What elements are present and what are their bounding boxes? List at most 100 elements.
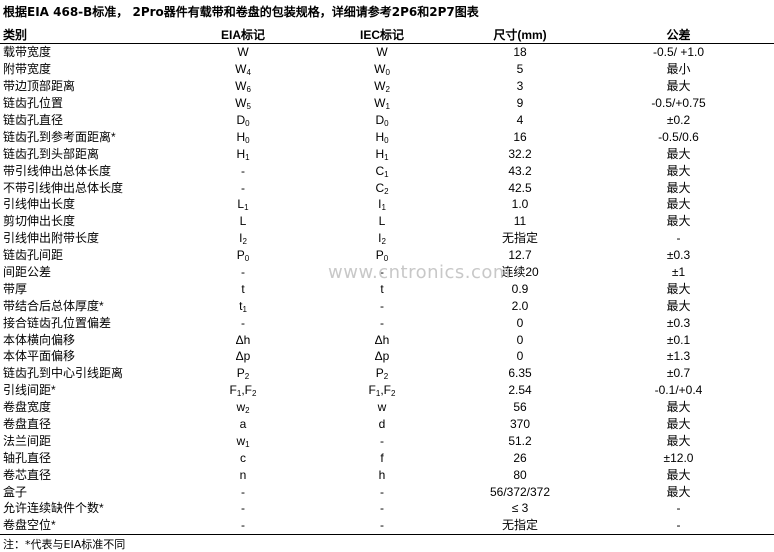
table-cell: 卷盘空位* (0, 516, 179, 535)
table-cell: t (380, 281, 384, 296)
table-cell: 370 (509, 417, 531, 432)
table-cell: 剪切伸出长度 (3, 214, 76, 229)
table-row: 卷盘直径 a d 370 最大 (0, 416, 774, 433)
symbol: W (235, 79, 247, 94)
table-cell: 引线伸出附带长度 (3, 231, 100, 246)
table-row: 带边顶部距离 W6 W2 3 最大 (0, 78, 774, 95)
table-cell: d (378, 417, 386, 432)
table-cell: 1.0 (511, 197, 529, 212)
table-cell: 载带宽度 (3, 45, 52, 60)
table-cell: 11 (513, 214, 527, 229)
table-cell: 链齿孔到头部距离 (3, 146, 100, 161)
subscript: 5 (246, 102, 251, 112)
table-cell: w1 (179, 432, 307, 449)
column-header: EIA标记 (179, 27, 307, 44)
subscript: 1 (245, 152, 250, 162)
table-cell: 26 (513, 450, 527, 465)
table-cell: - (380, 501, 384, 516)
table-cell: 0 (516, 349, 524, 364)
table-row: 带结合后总体厚度* t1 - 2.0 最大 (0, 297, 774, 314)
table-cell: P2 (179, 365, 307, 382)
table-cell: D0 (179, 112, 307, 129)
table-cell: h (378, 467, 386, 482)
table-cell: 最大 (666, 180, 691, 195)
table-cell: Δh (374, 332, 390, 347)
symbol: I (378, 231, 382, 246)
table-cell: L1 (179, 196, 307, 213)
symbol: I (239, 231, 243, 246)
table-cell: W5 (179, 95, 307, 112)
table-cell: P0 (307, 247, 457, 264)
table-cell: 链齿孔直径 (3, 113, 64, 127)
table-cell: Δp (374, 349, 390, 364)
table-cell: 最大 (666, 467, 691, 482)
subscript: 0 (384, 135, 389, 145)
table-cell: 无指定 (457, 516, 583, 535)
table-cell: 带厚 (3, 281, 28, 296)
table-cell: 42.5 (508, 180, 532, 195)
table-cell: H1 (179, 145, 307, 162)
table-cell: 接合链齿孔位置偏差 (3, 315, 112, 330)
symbol: W (374, 79, 386, 94)
symbol: W (374, 96, 386, 111)
table-cell: 链齿孔位置 (3, 96, 64, 111)
table-cell: ±0.7 (666, 366, 691, 381)
table-cell: 最大 (666, 281, 691, 296)
table-cell: 法兰间距 (3, 433, 52, 448)
table-cell: 56 (513, 400, 527, 415)
table-cell: 带结合后总体厚度* (3, 298, 104, 313)
symbol: L (237, 197, 245, 212)
table-cell: - (380, 298, 384, 313)
subscript: 1 (244, 203, 249, 213)
subscript: 1 (242, 304, 247, 314)
symbol: C (375, 180, 385, 195)
table-row: 本体横向偏移 Δh Δh 0 ±0.1 (0, 331, 774, 348)
table-cell: ±0.1 (666, 332, 691, 347)
table-cell: H1 (307, 145, 457, 162)
table-cell: 链齿孔到参考面距离* (3, 129, 116, 144)
symbol: P (236, 248, 245, 263)
subscript: 2 (244, 372, 250, 382)
table-cell: 卷盘直径 (3, 417, 52, 432)
subscript: 2 (385, 85, 390, 95)
table-cell: W (237, 45, 249, 60)
table-row: 链齿孔到参考面距离* H0 H0 16 -0.5/0.6 (0, 128, 774, 145)
subscript: 0 (245, 135, 250, 145)
table-cell: t1 (179, 297, 307, 314)
table-cell: 3 (516, 79, 524, 94)
table-cell: 链齿孔间距 (3, 248, 64, 263)
subscript: 2 (381, 237, 386, 247)
symbol: H (375, 129, 385, 144)
subscript: 2 (384, 186, 389, 196)
table-cell: W4 (179, 61, 307, 78)
table-cell: D0 (307, 112, 457, 129)
table-cell: P2 (307, 365, 457, 382)
table-row: 本体平面偏移 Δp Δp 0 ±1.3 (0, 348, 774, 365)
table-cell: 链齿孔到中心引线距离 (3, 366, 124, 381)
table-cell: - (676, 501, 681, 516)
table-cell: L (378, 214, 386, 229)
table-cell: F1,F2 (179, 382, 307, 399)
table-cell: -0.5/0.6 (658, 129, 699, 144)
table-cell: 引线间距* (3, 383, 56, 398)
symbol: F (368, 383, 376, 398)
table-row: 盒子 - - 56/372/372 最大 (0, 483, 774, 500)
table-row: 轴孔直径 c f 26 ±12.0 (0, 449, 774, 466)
subscript: 2 (242, 237, 247, 247)
table-cell: 带引线伸出总体长度 (3, 163, 112, 178)
table-row: 链齿孔到头部距离 H1 H1 32.2 最大 (0, 145, 774, 162)
table-cell: L (239, 214, 247, 229)
symbol: H (375, 146, 385, 161)
table-cell: 带边顶部距离 (3, 79, 76, 94)
table-cell: - (241, 501, 245, 516)
table-cell: 0 (516, 315, 524, 330)
table-cell: 本体横向偏移 (3, 332, 76, 347)
table-cell: 卷芯直径 (3, 467, 52, 482)
symbol: W (235, 62, 247, 77)
table-cell: 0.9 (511, 281, 529, 296)
subscript: 1 (384, 169, 389, 179)
column-header: IEC标记 (307, 27, 457, 44)
table-cell: F1,F2 (307, 382, 457, 399)
table-row: 卷盘宽度 w2 w 56 最大 (0, 399, 774, 416)
